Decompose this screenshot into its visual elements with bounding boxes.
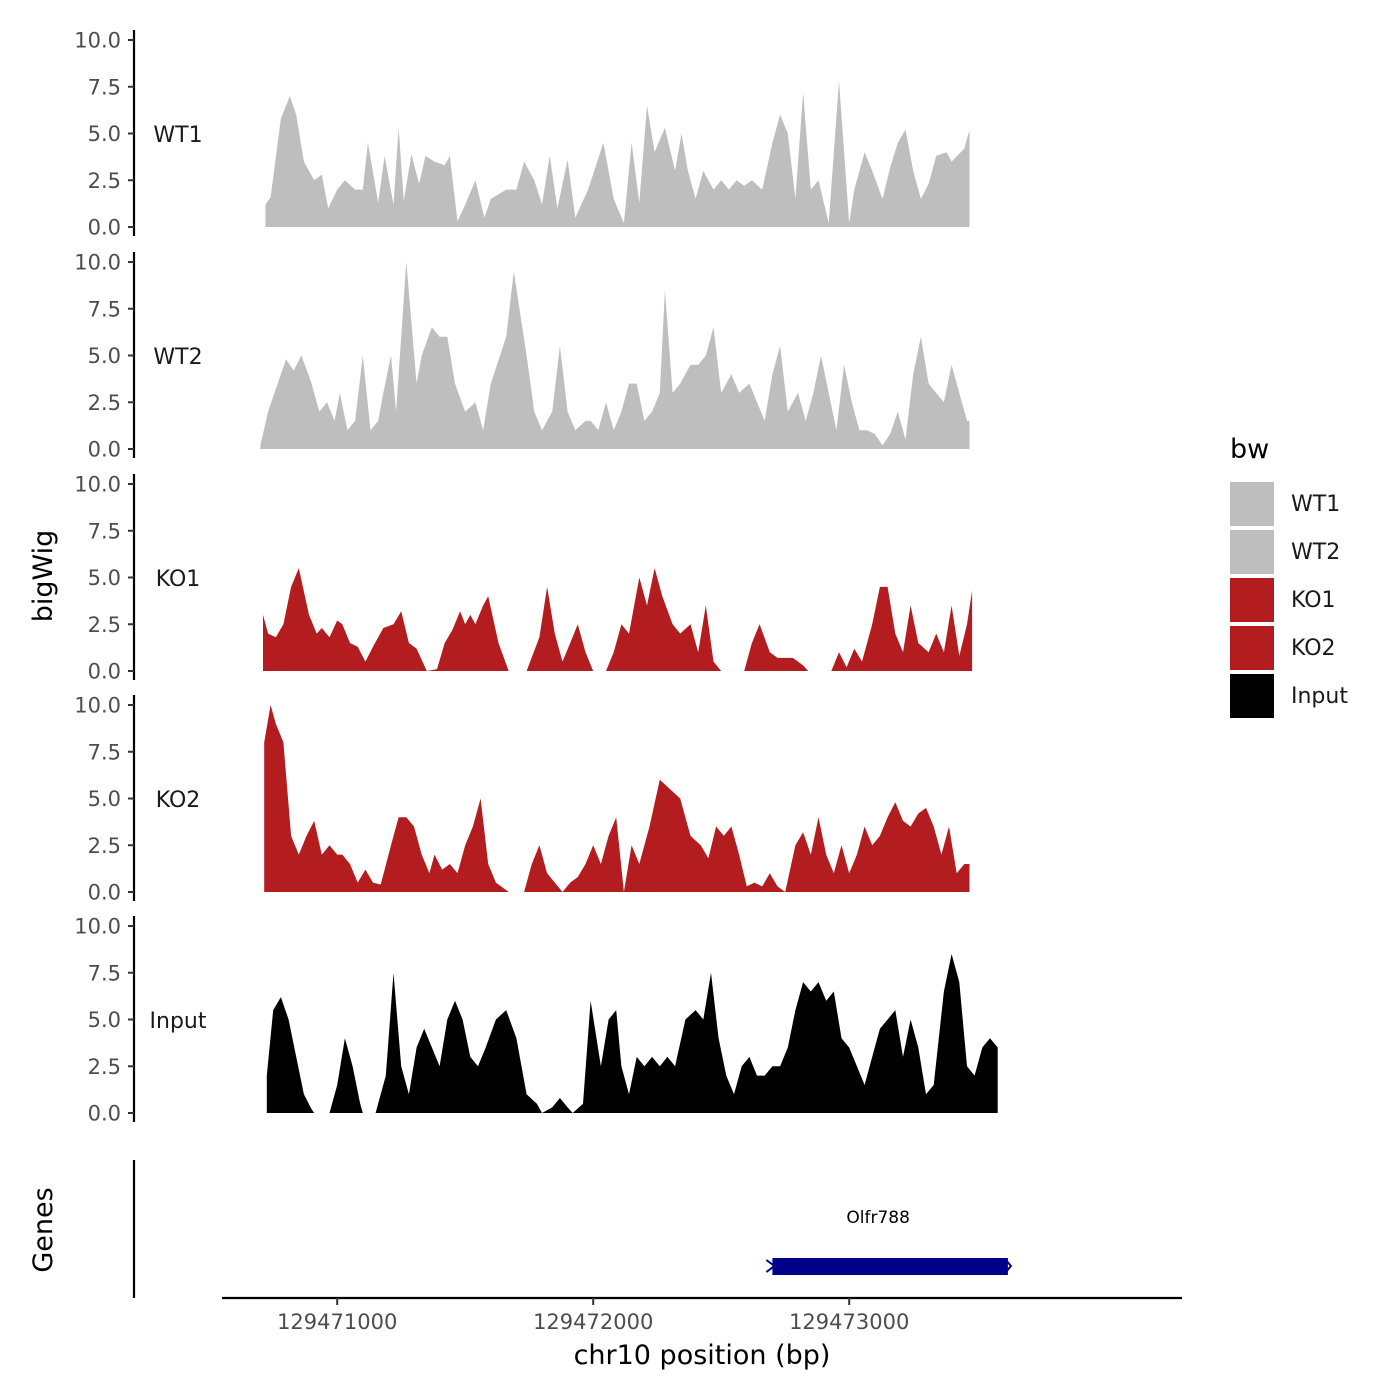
legend-item-input: Input: [1230, 672, 1390, 720]
track-wt2: 0.0 2.5 5.0 7.5 10.0 WT2: [74, 251, 970, 462]
track-input: 0.0 2.5 5.0 7.5 10.0 Input: [74, 915, 998, 1126]
y-tick-label: 7.5: [88, 519, 121, 543]
track-label: KO1: [156, 567, 201, 592]
legend-swatch: [1230, 482, 1274, 526]
gene-label: Olfr788: [846, 1208, 910, 1228]
y-axis-title: bigWig: [28, 530, 59, 623]
track-label: WT1: [153, 123, 202, 148]
y-tick-label: 5.0: [88, 344, 121, 368]
area-input: [266, 954, 998, 1113]
legend: bw WT1 WT2 KO1 KO2 Input: [1230, 434, 1390, 720]
track-ko2: 0.0 2.5 5.0 7.5 10.0 KO2: [74, 694, 970, 905]
legend-item-wt1: WT1: [1230, 480, 1390, 528]
legend-label: WT1: [1291, 491, 1341, 517]
genes-track: Olfr788: [132, 1160, 1013, 1298]
legend-swatch: [1230, 626, 1274, 670]
legend-items: WT1 WT2 KO1 KO2 Input: [1230, 480, 1390, 720]
y-tick-label: 0.0: [88, 1102, 121, 1126]
legend-label: KO2: [1291, 635, 1336, 661]
y-tick-label: 10.0: [74, 29, 121, 53]
legend-label: Input: [1291, 683, 1348, 709]
track-label: WT2: [153, 345, 202, 370]
y-tick-label: 7.5: [88, 75, 121, 99]
legend-item-ko1: KO1: [1230, 576, 1390, 624]
x-tick-label: 129471000: [277, 1310, 397, 1334]
y-tick-label: 2.5: [88, 391, 121, 415]
gene-body: [772, 1258, 1008, 1275]
x-axis-title: chr10 position (bp): [574, 1340, 831, 1371]
gene-strand-arrow: [1005, 1259, 1013, 1273]
area-wt2: [260, 262, 970, 449]
x-tick-label: 129473000: [789, 1310, 909, 1334]
legend-swatch: [1230, 530, 1274, 574]
area-ko2: [264, 705, 970, 892]
y-tick-label: 7.5: [88, 961, 121, 985]
track-ko1: 0.0 2.5 5.0 7.5 10.0 KO1: [74, 473, 973, 684]
y-tick-label: 0.0: [88, 438, 121, 462]
track-wt1: 0.0 2.5 5.0 7.5 10.0 WT1: [74, 29, 970, 240]
legend-label: KO1: [1291, 587, 1336, 613]
legend-swatch: [1230, 578, 1274, 622]
bigwig-tracks: 0.02.55.07.510.0WT10.02.55.07.510.0WT20.…: [74, 29, 998, 1126]
legend-swatch: [1230, 674, 1274, 718]
area-ko1: [263, 568, 973, 671]
y-tick-label: 0.0: [88, 660, 121, 684]
y-tick-label: 5.0: [88, 122, 121, 146]
y-tick-label: 5.0: [88, 566, 121, 590]
genes-track-title: Genes: [28, 1187, 59, 1272]
legend-item-wt2: WT2: [1230, 528, 1390, 576]
legend-label: WT2: [1291, 539, 1341, 565]
y-tick-label: 5.0: [88, 1008, 121, 1032]
gene-strand-arrow: [765, 1259, 777, 1273]
y-tick-label: 10.0: [74, 473, 121, 497]
area-wt1: [265, 81, 970, 227]
y-tick-label: 2.5: [88, 1055, 121, 1079]
legend-title: bw: [1230, 434, 1270, 465]
y-tick-label: 5.0: [88, 787, 121, 811]
y-tick-label: 0.0: [88, 881, 121, 905]
y-tick-label: 2.5: [88, 169, 121, 193]
y-tick-label: 10.0: [74, 915, 121, 939]
y-tick-label: 7.5: [88, 740, 121, 764]
y-tick-label: 2.5: [88, 834, 121, 858]
track-label: Input: [150, 1009, 207, 1034]
track-label: KO2: [156, 788, 201, 813]
y-tick-label: 7.5: [88, 297, 121, 321]
y-tick-label: 10.0: [74, 251, 121, 275]
x-tick-label: 129472000: [533, 1310, 653, 1334]
legend-item-ko2: KO2: [1230, 624, 1390, 672]
y-tick-label: 2.5: [88, 613, 121, 637]
x-axis: 129471000 129472000 129473000: [222, 1296, 1182, 1334]
y-tick-label: 0.0: [88, 216, 121, 240]
y-tick-label: 10.0: [74, 694, 121, 718]
